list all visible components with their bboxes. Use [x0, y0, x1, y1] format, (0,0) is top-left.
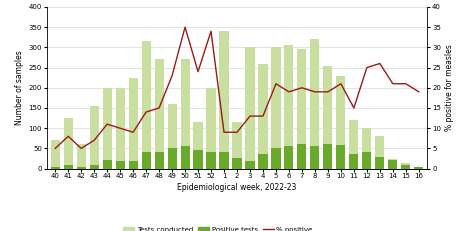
Bar — [297, 144, 307, 169]
Legend: Tests conducted, Positive tests, % positive: Tests conducted, Positive tests, % posit… — [120, 224, 316, 231]
Bar — [51, 140, 60, 169]
Bar — [116, 161, 125, 169]
Bar — [297, 49, 307, 169]
Bar — [102, 160, 112, 169]
Bar — [77, 144, 86, 169]
Bar — [284, 45, 293, 169]
Bar — [388, 158, 397, 169]
Bar — [310, 146, 319, 169]
Bar — [414, 167, 423, 169]
Bar — [375, 157, 384, 169]
Bar — [167, 104, 177, 169]
Bar — [362, 152, 372, 169]
Bar — [337, 76, 346, 169]
Bar — [116, 88, 125, 169]
Bar — [246, 161, 255, 169]
Y-axis label: Number of samples: Number of samples — [15, 50, 24, 125]
Bar — [207, 152, 216, 169]
Bar — [193, 150, 202, 169]
Bar — [232, 158, 242, 169]
Bar — [232, 122, 242, 169]
Bar — [310, 39, 319, 169]
Bar — [128, 78, 137, 169]
Bar — [272, 148, 281, 169]
Bar — [142, 41, 151, 169]
Bar — [401, 163, 410, 169]
Bar — [219, 152, 228, 169]
Bar — [414, 167, 423, 169]
Bar — [181, 60, 190, 169]
Bar — [128, 161, 137, 169]
Bar — [207, 88, 216, 169]
Bar — [258, 154, 267, 169]
Bar — [90, 164, 99, 169]
Bar — [323, 143, 332, 169]
Bar — [337, 145, 346, 169]
Bar — [272, 47, 281, 169]
Bar — [362, 128, 372, 169]
Bar — [64, 118, 73, 169]
Bar — [375, 136, 384, 169]
Bar — [323, 66, 332, 169]
Y-axis label: % positive for measles: % positive for measles — [445, 44, 454, 131]
Bar — [102, 88, 112, 169]
Bar — [90, 106, 99, 169]
Bar — [64, 165, 73, 169]
Bar — [167, 148, 177, 169]
Bar — [77, 167, 86, 169]
Bar — [349, 120, 358, 169]
Bar — [219, 31, 228, 169]
Bar — [246, 47, 255, 169]
Bar — [193, 122, 202, 169]
Bar — [181, 146, 190, 169]
X-axis label: Epidemiological week, 2022-23: Epidemiological week, 2022-23 — [177, 183, 297, 192]
Bar — [51, 167, 60, 169]
Bar — [349, 155, 358, 169]
Bar — [258, 64, 267, 169]
Bar — [155, 60, 164, 169]
Bar — [155, 152, 164, 169]
Bar — [284, 146, 293, 169]
Bar — [142, 152, 151, 169]
Bar — [388, 160, 397, 169]
Bar — [401, 164, 410, 169]
